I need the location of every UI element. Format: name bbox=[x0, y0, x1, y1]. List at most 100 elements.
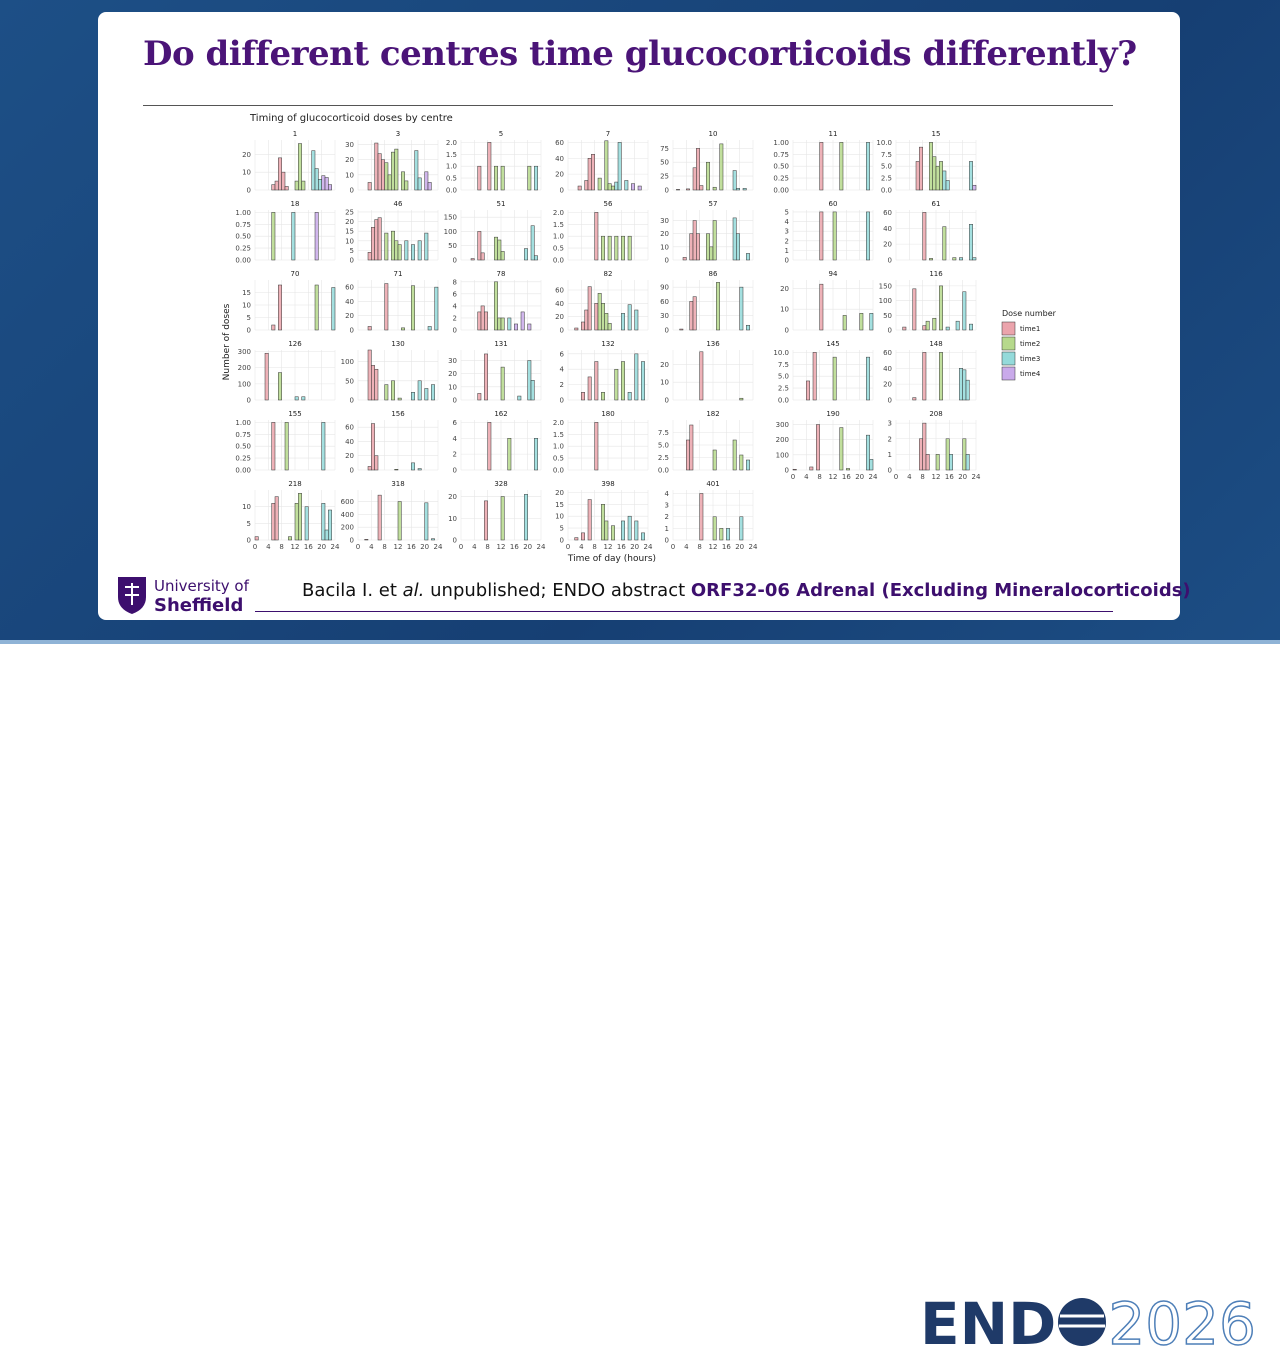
bar bbox=[404, 180, 409, 191]
y-tick-label: 25 bbox=[345, 208, 354, 216]
bar bbox=[634, 309, 639, 331]
bar bbox=[524, 494, 528, 541]
y-tick-label: 2.5 bbox=[658, 454, 669, 462]
y-tick-label: 90 bbox=[660, 284, 669, 292]
y-tick-label: 10 bbox=[660, 243, 669, 251]
y-tick-label: 25 bbox=[660, 173, 669, 181]
bar bbox=[621, 235, 625, 261]
bar bbox=[397, 244, 402, 261]
bar bbox=[922, 325, 927, 331]
y-tick-label: 20 bbox=[555, 489, 564, 497]
bar bbox=[601, 235, 605, 261]
y-tick-label: 10.0 bbox=[773, 349, 789, 357]
logo-text: University of bbox=[154, 577, 250, 595]
y-tick-label: 20 bbox=[883, 241, 892, 249]
bar bbox=[935, 165, 940, 191]
bar bbox=[732, 439, 737, 471]
panel-title: 46 bbox=[394, 200, 403, 208]
bar bbox=[530, 380, 535, 401]
panel-title: 218 bbox=[288, 480, 301, 488]
bar bbox=[404, 240, 409, 261]
y-tick-label: 20 bbox=[242, 151, 251, 159]
panel-title: 15 bbox=[932, 130, 941, 138]
bar bbox=[374, 219, 379, 261]
y-tick-label: 0 bbox=[665, 327, 669, 335]
bar bbox=[806, 380, 810, 401]
x-tick-label: 16 bbox=[304, 543, 313, 551]
y-tick-label: 5 bbox=[350, 247, 354, 255]
bar bbox=[594, 303, 599, 331]
bar bbox=[866, 211, 870, 261]
bar bbox=[621, 520, 625, 541]
bar bbox=[809, 466, 814, 471]
chart: Timing of glucocorticoid doses by centre… bbox=[222, 113, 1057, 564]
bar bbox=[969, 323, 973, 331]
panel-title: 3 bbox=[396, 130, 400, 138]
y-tick-label: 10 bbox=[242, 302, 251, 310]
bar bbox=[594, 361, 599, 401]
y-tick-label: 5.0 bbox=[658, 442, 669, 450]
y-tick-label: 0.00 bbox=[235, 467, 251, 475]
y-tick-label: 7.5 bbox=[881, 151, 892, 159]
bar bbox=[627, 304, 632, 331]
footer-band: END 2026 bbox=[0, 640, 1280, 1358]
bar bbox=[384, 384, 389, 401]
bar bbox=[597, 177, 602, 191]
bar bbox=[919, 438, 923, 471]
x-tick-label: 24 bbox=[749, 543, 758, 551]
x-tick-label: 24 bbox=[644, 543, 653, 551]
y-tick-label: 10 bbox=[345, 171, 354, 179]
bar bbox=[298, 493, 302, 541]
y-tick-label: 15 bbox=[242, 289, 251, 297]
bar bbox=[328, 509, 332, 541]
y-tick-label: 2 bbox=[665, 513, 669, 521]
bar bbox=[692, 220, 697, 261]
y-tick-label: 3 bbox=[665, 502, 669, 510]
y-tick-label: 600 bbox=[341, 498, 354, 506]
y-tick-label: 0.5 bbox=[446, 175, 457, 183]
y-tick-label: 1.5 bbox=[553, 221, 564, 229]
y-tick-label: 1.0 bbox=[553, 443, 564, 451]
y-tick-label: 3 bbox=[785, 228, 789, 236]
panel-title: 78 bbox=[497, 270, 506, 278]
y-tick-label: 200 bbox=[341, 524, 354, 532]
bar bbox=[574, 537, 579, 541]
bar bbox=[594, 212, 599, 261]
x-tick-label: 12 bbox=[497, 543, 506, 551]
y-tick-label: 0.25 bbox=[773, 175, 789, 183]
bar bbox=[621, 361, 625, 401]
bar bbox=[739, 286, 744, 331]
brand: END 2026 bbox=[920, 1289, 1257, 1358]
y-tick-label: 50 bbox=[660, 159, 669, 167]
y-tick-label: 40 bbox=[555, 155, 564, 163]
y-tick-label: 50 bbox=[448, 242, 457, 250]
slide-title: Do different centres time glucocorticoid… bbox=[143, 34, 1137, 74]
y-tick-label: 60 bbox=[555, 139, 564, 147]
y-tick-label: 5 bbox=[247, 314, 251, 322]
bar bbox=[271, 503, 276, 541]
bar bbox=[391, 230, 395, 261]
bar bbox=[746, 459, 750, 471]
bar bbox=[497, 317, 502, 331]
bar bbox=[274, 180, 279, 191]
brand-text: 2026 bbox=[1108, 1289, 1257, 1358]
panel-title: 148 bbox=[929, 340, 942, 348]
bar bbox=[742, 188, 747, 191]
bar bbox=[411, 462, 415, 471]
bar bbox=[732, 217, 737, 261]
y-tick-label: 0 bbox=[665, 187, 669, 195]
bar bbox=[634, 353, 639, 401]
bar bbox=[394, 469, 399, 471]
title-rule bbox=[143, 105, 1113, 106]
x-tick-label: 4 bbox=[907, 473, 912, 481]
panel-title: 318 bbox=[391, 480, 404, 488]
x-tick-label: 4 bbox=[266, 543, 271, 551]
panel-title: 116 bbox=[929, 270, 943, 278]
legend-swatch bbox=[1001, 351, 1016, 366]
y-tick-label: 0.0 bbox=[881, 187, 892, 195]
x-tick-label: 12 bbox=[394, 543, 403, 551]
bar bbox=[832, 211, 837, 261]
citation-text: unpublished; ENDO abstract bbox=[424, 580, 691, 601]
bar bbox=[962, 291, 967, 331]
y-tick-label: 20 bbox=[780, 285, 789, 293]
